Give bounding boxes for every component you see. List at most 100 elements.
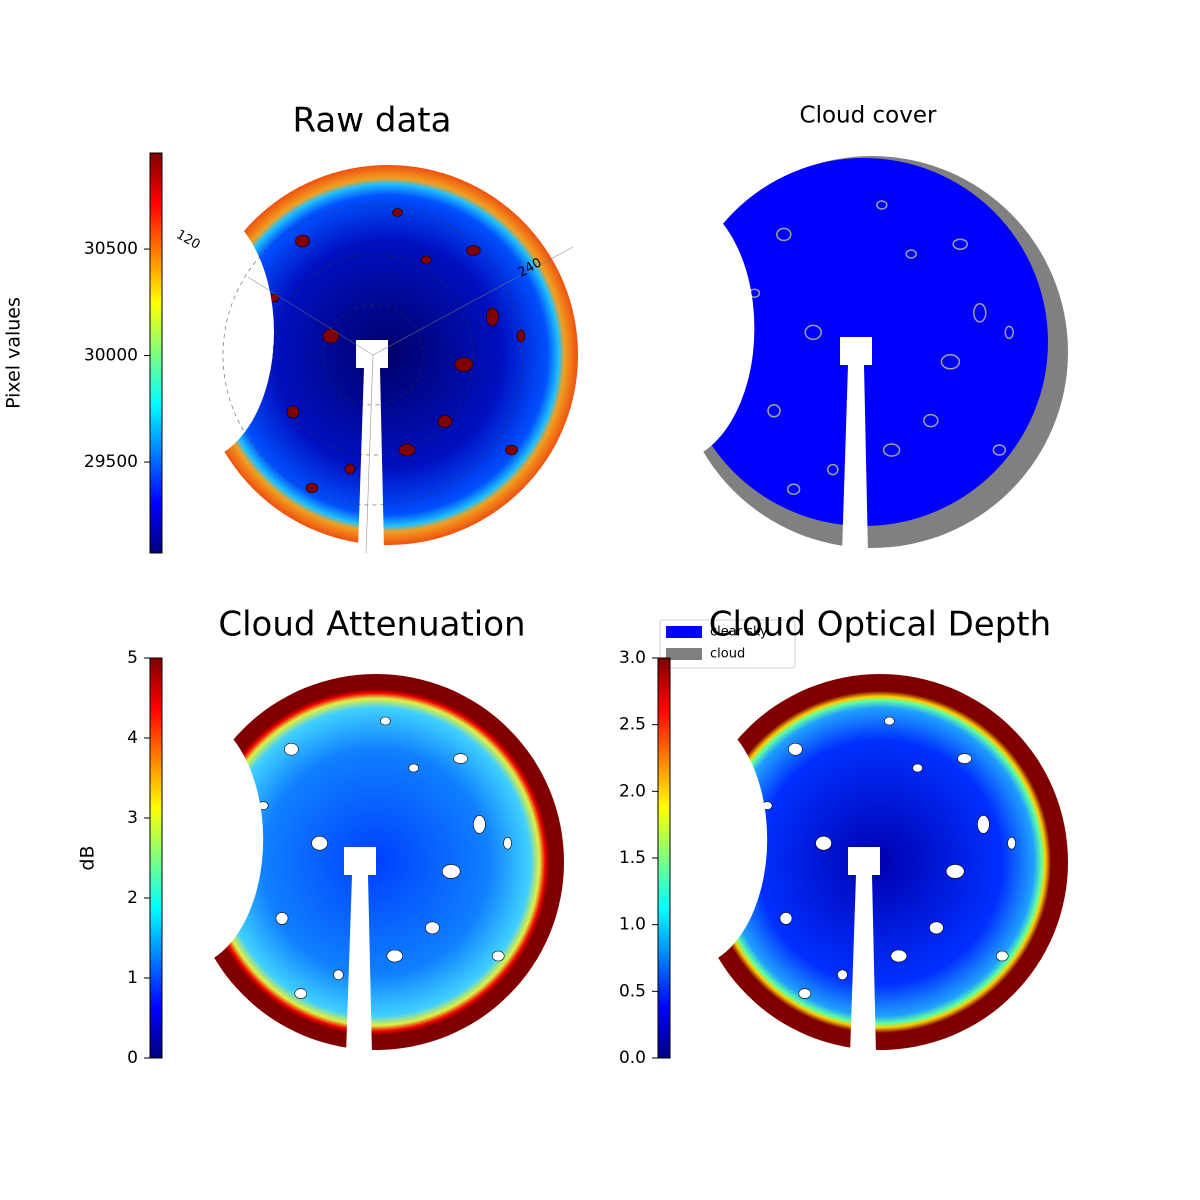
star-spot — [486, 307, 499, 327]
star-spot — [453, 753, 468, 764]
star-spot — [815, 835, 832, 851]
star-spot — [322, 328, 340, 344]
polar-ring — [272, 254, 474, 456]
colorbar-label: dB — [77, 845, 99, 870]
star-spot — [827, 463, 839, 476]
star-spot — [912, 763, 923, 773]
star-spot — [503, 836, 512, 850]
sky-image — [105, 674, 564, 1055]
polar-ring — [222, 204, 524, 506]
y-tick-label: 2.5 — [619, 715, 646, 735]
star-spot — [505, 444, 518, 456]
star-spot — [905, 249, 917, 259]
polar-ring — [322, 304, 424, 406]
star-spot — [380, 716, 391, 726]
star-spot — [779, 912, 793, 925]
legend-label: cloud — [710, 647, 745, 662]
star-spot — [275, 912, 289, 925]
star-spot — [466, 245, 481, 256]
sky-image — [609, 674, 1068, 1055]
star-spot — [882, 443, 901, 457]
star-spot — [311, 835, 328, 851]
star-spot — [295, 234, 310, 248]
polar-spoke — [247, 276, 374, 356]
colorbar — [149, 657, 163, 1059]
star-spot — [305, 482, 319, 494]
y-tick-label: 2.0 — [619, 781, 646, 801]
star-spot — [767, 404, 781, 418]
horizon-notch — [105, 711, 264, 968]
star-spot — [454, 357, 474, 372]
y-tick-label: 0.0 — [619, 1048, 646, 1068]
star-spot — [923, 413, 939, 428]
occulter-arm — [346, 875, 372, 1055]
star-spot — [776, 227, 792, 242]
occulter — [848, 847, 880, 875]
legend-swatch — [666, 626, 702, 638]
occulter — [840, 337, 872, 365]
y-tick-label: 1.5 — [619, 848, 646, 868]
legend-swatch — [666, 648, 702, 660]
star-spot — [788, 742, 803, 756]
star-spot — [977, 815, 990, 834]
star-spot — [992, 444, 1007, 456]
occulter-arm — [358, 368, 384, 550]
star-spot — [441, 864, 461, 879]
star-spot — [420, 255, 432, 265]
occulter — [344, 847, 376, 875]
star-spot — [344, 463, 356, 475]
occulter-arm — [842, 365, 868, 553]
star-spot — [786, 483, 801, 495]
star-spot — [884, 716, 895, 726]
y-tick-label: 0 — [127, 1048, 138, 1068]
star-spot — [1007, 836, 1016, 850]
y-tick-label: 1 — [127, 968, 138, 988]
sky-image — [114, 165, 578, 550]
y-tick-label: 3 — [127, 808, 138, 828]
polar-spoke — [365, 354, 374, 554]
y-tick-label: 2 — [127, 888, 138, 908]
star-spot — [516, 329, 526, 343]
sky-image — [589, 156, 1068, 553]
panel-title: Cloud Optical Depth — [709, 605, 1051, 645]
star-spot — [437, 415, 453, 428]
y-tick-label: 0.5 — [619, 981, 646, 1001]
star-spot — [952, 238, 968, 250]
star-spot — [876, 200, 888, 210]
star-spot — [386, 949, 404, 963]
star-spot — [973, 303, 987, 323]
star-spot — [1004, 325, 1014, 340]
star-spot — [408, 763, 419, 773]
star-spot — [945, 864, 965, 879]
polar-spoke — [372, 246, 574, 356]
polar-grid — [222, 204, 574, 554]
star-spot — [804, 324, 822, 341]
star-spot — [837, 969, 848, 981]
y-tick-label: 3.0 — [619, 648, 646, 668]
star-spot — [940, 354, 961, 370]
y-tick-label: 1.0 — [619, 915, 646, 935]
star-spot — [929, 921, 944, 935]
panel-title: Cloud Attenuation — [218, 605, 525, 645]
y-tick-label: 30000 — [84, 346, 138, 366]
star-spot — [957, 753, 972, 764]
panel-title: Raw data — [293, 101, 452, 141]
star-spot — [890, 949, 908, 963]
horizon-notch — [609, 711, 768, 968]
panel-title: Cloud cover — [800, 103, 937, 129]
star-spot — [995, 950, 1009, 962]
star-spot — [284, 742, 299, 756]
y-tick-label: 4 — [127, 728, 138, 748]
occulter-arm — [850, 875, 876, 1055]
colorbar — [149, 152, 163, 554]
star-spot — [473, 815, 486, 834]
star-spot — [294, 988, 308, 999]
star-spot — [798, 988, 812, 999]
colorbar — [657, 657, 671, 1059]
y-tick-label: 30500 — [84, 239, 138, 259]
star-spot — [398, 443, 416, 457]
colorbar-label: Pixel values — [3, 297, 25, 409]
star-spot — [392, 208, 403, 217]
